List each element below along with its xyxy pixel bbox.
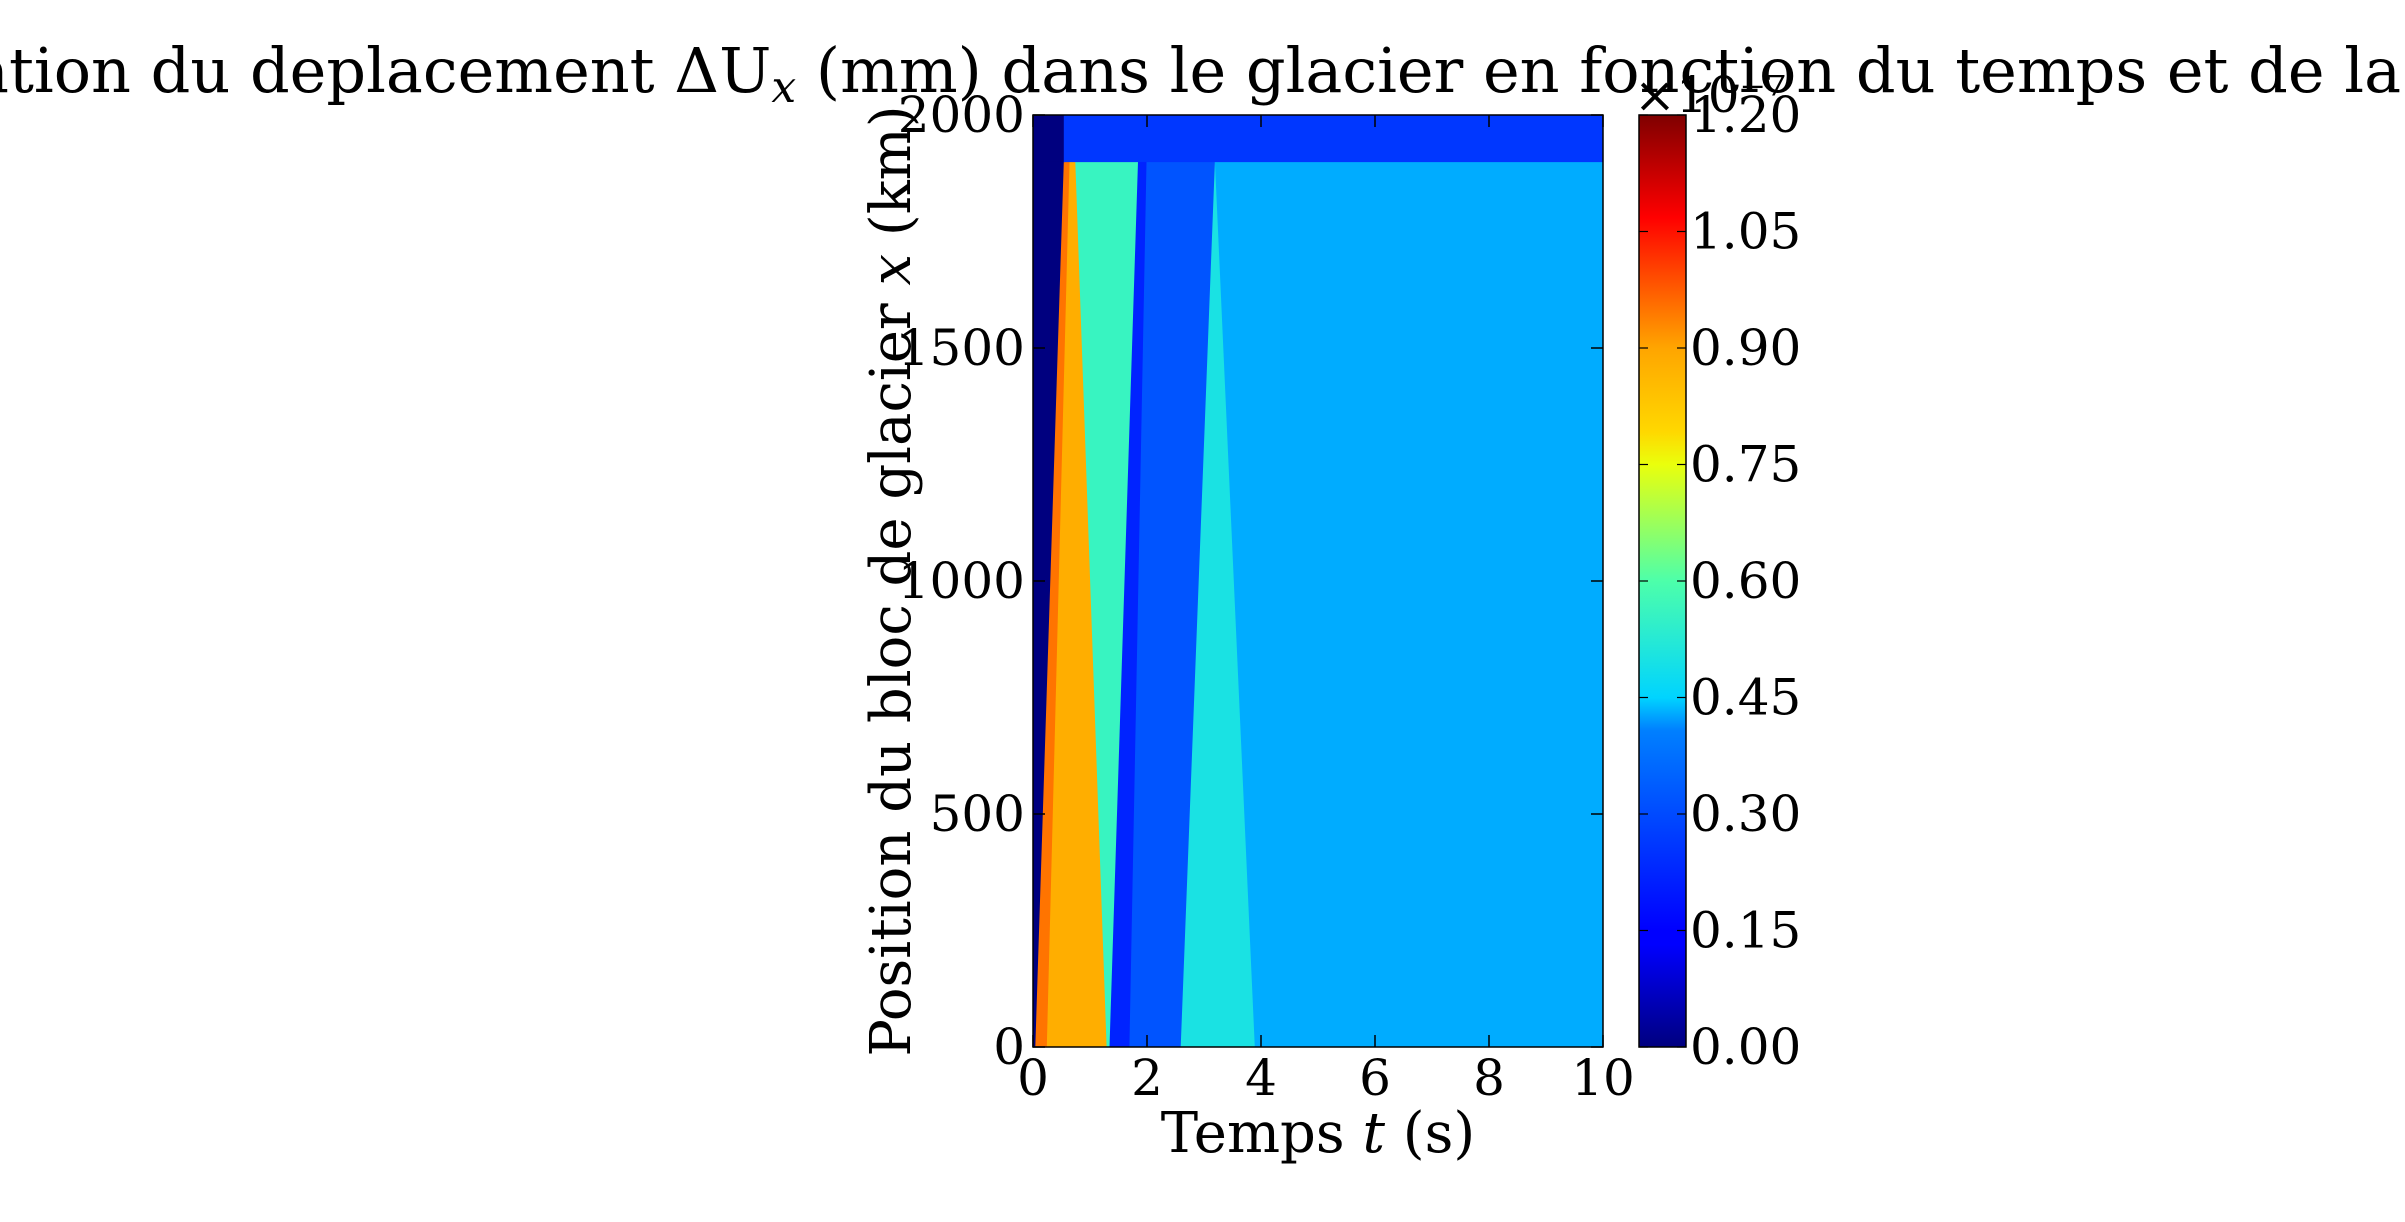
colorbar-tick-label: 0.30: [1690, 785, 1801, 843]
chart-title: Perturbation du deplacement ΔUx (mm) dan…: [0, 34, 2405, 113]
heatmap-region-9: [1063, 115, 1603, 163]
colorbar-tick-label: 0.90: [1690, 319, 1801, 377]
heatmap-region-7: [1214, 161, 1603, 1047]
heatmap-regions: [1033, 115, 1603, 1047]
colorbar-tick-label: 0.75: [1690, 436, 1801, 494]
x-axis-ticks: 0 2 4 6 8 10: [1017, 115, 1635, 1107]
x-tick-label: 2: [1131, 1049, 1163, 1107]
colorbar-tick-label: 0.60: [1690, 552, 1801, 610]
y-tick-label: 2000: [898, 86, 1025, 144]
y-tick-label: 500: [930, 785, 1025, 843]
x-axis-label: Temps t (s): [1161, 1101, 1475, 1166]
colorbar-multiplier: ×10⁻⁷: [1634, 66, 1786, 124]
colorbar-tick-label: 1.20: [1690, 86, 1801, 144]
y-axis-label: Position du bloc de glacier x (km): [859, 105, 924, 1056]
y-tick-label: 1000: [898, 552, 1025, 610]
x-tick-label: 10: [1571, 1049, 1635, 1107]
colorbar-tick-label: 0.45: [1690, 669, 1801, 727]
y-tick-label: 1500: [898, 319, 1025, 377]
colorbar-ticks: 0.00 0.15 0.30 0.45 0.60 0.75 0.90 1.05 1.20: [1639, 86, 1801, 1076]
y-axis-ticks: 0 500 1000 1500 2000: [898, 86, 1603, 1076]
heatmap-region-8: [1033, 115, 1065, 163]
x-tick-label: 4: [1245, 1049, 1277, 1107]
colorbar-tick-label: 1.05: [1690, 203, 1801, 261]
x-tick-label: 6: [1359, 1049, 1391, 1107]
x-tick-label: 8: [1473, 1049, 1505, 1107]
colorbar-tick-label: 0.15: [1690, 902, 1801, 960]
x-tick-label: 0: [1017, 1049, 1049, 1107]
y-tick-label: 0: [993, 1018, 1025, 1076]
colorbar-tick-label: 0.00: [1690, 1018, 1801, 1076]
